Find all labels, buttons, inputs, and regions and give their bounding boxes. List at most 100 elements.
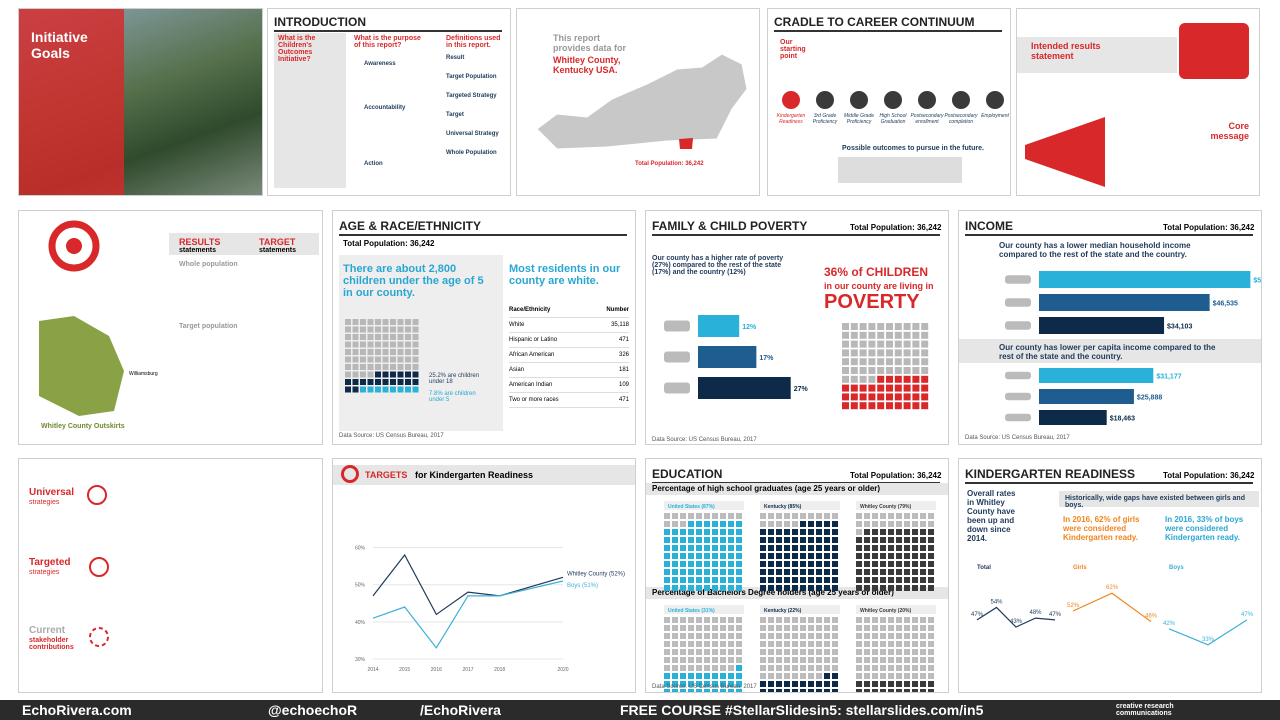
slide-title: INCOME: [965, 219, 1253, 236]
waffle-cell: [904, 657, 910, 663]
waffle-cell: [728, 681, 734, 687]
big-text: in our county are living in: [824, 281, 934, 291]
waffle-cell: [728, 641, 734, 647]
waffle-cell: [856, 633, 862, 639]
waffle-cell: [680, 513, 686, 519]
slide-title: KINDERGARTEN READINESS: [965, 467, 1253, 484]
waffle-cell: [928, 641, 934, 647]
value-label: 47%: [1049, 612, 1062, 618]
waffle-cell: [664, 689, 670, 692]
waffle-cell: [760, 625, 766, 631]
waffle-cell: [728, 521, 734, 527]
waffle-cell: [390, 364, 396, 370]
waffle-cell: [712, 529, 718, 535]
waffle-cell: [784, 657, 790, 663]
waffle-cell: [832, 577, 838, 583]
value-label: 27%: [794, 386, 809, 393]
waffle-cell: [894, 375, 902, 383]
step-icon: [850, 91, 868, 109]
step-label: Postsecondary enrollment: [910, 113, 944, 125]
bar: [1039, 271, 1251, 288]
waffle-cell: [903, 323, 911, 330]
waffle-cell: [768, 561, 774, 567]
waffle-cell: [808, 545, 814, 551]
waffle-cell: [872, 561, 878, 567]
waffle-cell: [842, 358, 849, 366]
waffle-cell: [921, 402, 929, 410]
waffle-cell: [832, 689, 838, 692]
waffle-cell: [832, 561, 838, 567]
waffle-cell: [800, 585, 806, 591]
waffle-cell: [912, 641, 918, 647]
waffle-cell: [903, 358, 911, 366]
waffle-cell: [696, 569, 702, 575]
waffle-cell: [808, 577, 814, 583]
waffle-cell: [912, 375, 920, 383]
note: In 2016, 33% of boys were considered Kin…: [1165, 515, 1244, 542]
waffle-cell: [720, 689, 726, 692]
waffle-cell: [928, 553, 934, 559]
map-icon: [664, 351, 690, 363]
waffle-cell: [928, 537, 934, 543]
waffle-cell: [824, 673, 830, 679]
target-icon: [89, 557, 109, 577]
waffle-cell: [680, 633, 686, 639]
waffle-cell: [816, 513, 822, 519]
waffle-cell: [728, 561, 734, 567]
note-box: [838, 157, 962, 183]
waffle-cell: [720, 641, 726, 647]
waffle-cell: [868, 323, 876, 330]
waffle-cell: [856, 681, 862, 687]
highlight: Whitley County, Kentucky USA.: [553, 55, 621, 75]
waffle-cell: [880, 529, 886, 535]
target-icon: [48, 220, 100, 272]
waffle-cell: [688, 537, 694, 543]
waffle-cell: [792, 521, 798, 527]
waffle-cell: [920, 681, 926, 687]
waffle-cell: [816, 537, 822, 543]
waffle-cell: [832, 545, 838, 551]
waffle-cell: [832, 665, 838, 671]
map-icon: [1005, 413, 1031, 422]
waffle-cell: [696, 585, 702, 591]
waffle-cell: [345, 326, 351, 333]
waffle-cell: [888, 673, 894, 679]
table: Race/Ethnicity Number White 35,118 Hispanic …: [509, 303, 629, 408]
waffle-cell: [704, 585, 710, 591]
waffle-cell: [920, 665, 926, 671]
waffle-cell: [712, 553, 718, 559]
waffle-cell: [664, 545, 670, 551]
group-label: United States (31%): [668, 608, 715, 614]
waffle-cell: [824, 625, 830, 631]
waffle-cell: [736, 521, 742, 527]
waffle-cell: [888, 633, 894, 639]
waffle-cell: [859, 340, 867, 348]
waffle-cell: [664, 537, 670, 543]
waffle-cell: [728, 617, 734, 623]
waffle-cell: [728, 625, 734, 631]
waffle-cell: [864, 689, 870, 692]
band: [1017, 37, 1177, 73]
waffle-cell: [672, 681, 678, 687]
waffle-cell: [768, 665, 774, 671]
table-cell: Hispanic or Latino: [509, 337, 558, 343]
waffle-cell: [904, 521, 910, 527]
waffle-cell: [672, 561, 678, 567]
waffle-cell: [760, 673, 766, 679]
waffle-cell: [832, 529, 838, 535]
band: [169, 233, 319, 255]
waffle-cell: [397, 371, 404, 378]
waffle-cell: [784, 569, 790, 575]
waffle-cell: [776, 673, 782, 679]
note: 25.2% are children under 18: [429, 373, 480, 385]
waffle-cell: [792, 561, 798, 567]
waffle-cell: [912, 585, 918, 591]
waffle-cell: [397, 379, 404, 385]
waffle-cell: [688, 585, 694, 591]
waffle-cell: [912, 649, 918, 655]
waffle-cell: [768, 585, 774, 591]
waffle-cell: [680, 569, 686, 575]
waffle-cell: [345, 379, 351, 385]
target-icon: [66, 238, 82, 254]
waffle-cell: [896, 569, 902, 575]
